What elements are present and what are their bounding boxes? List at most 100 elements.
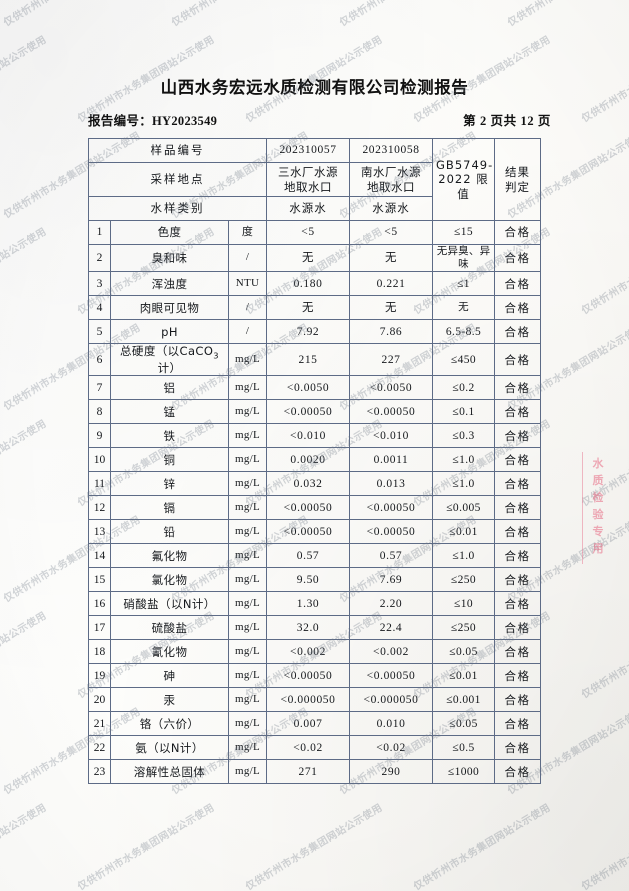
row-standard-limit: ≤0.05 <box>432 639 496 665</box>
table-row: 19 砷 mg/L <0.00050 <0.00050 ≤0.01 合格 <box>88 663 542 689</box>
row-item-name: 铜 <box>110 447 229 473</box>
row-value-sample-2: <0.00050 <box>349 519 434 545</box>
row-index: 3 <box>88 271 111 297</box>
row-item-name: 肉眼可见物 <box>110 295 229 321</box>
row-value-sample-1: <0.00050 <box>266 663 351 689</box>
row-unit: mg/L <box>227 759 268 785</box>
row-index: 5 <box>88 319 111 345</box>
row-value-sample-1: <0.0050 <box>266 375 351 401</box>
row-unit: mg/L <box>227 495 268 521</box>
row-index: 19 <box>88 663 111 689</box>
row-standard-limit: ≤450 <box>432 343 496 377</box>
row-item-name: 汞 <box>110 687 229 713</box>
row-unit: / <box>227 295 268 321</box>
row-value-sample-1: 0.57 <box>266 543 351 569</box>
row-standard-limit: ≤0.2 <box>432 375 496 401</box>
table-row: 5 pH/7.92 7.86 6.5-8.5 合格 <box>88 319 542 345</box>
table-row: 21 铬（六价） mg/L 0.007 0.010 ≤0.05 合格 <box>88 711 542 737</box>
row-item-name: 锰 <box>110 399 229 425</box>
row-value-sample-1: 32.0 <box>266 615 351 641</box>
row-index: 1 <box>88 220 111 245</box>
row-judgement: 合格 <box>494 567 542 593</box>
table-row: 23 溶解性总固体 mg/L 271 290 ≤1000 合格 <box>88 759 542 785</box>
table-row: 3 浑浊度 NTU 0.180 0.221 ≤1 合格 <box>88 271 542 297</box>
row-judgement: 合格 <box>494 591 542 617</box>
row-index: 13 <box>88 519 111 545</box>
row-unit: mg/L <box>227 543 268 569</box>
row-value-sample-1: 271 <box>266 759 351 785</box>
row-index: 2 <box>88 243 111 273</box>
row-judgement: 合格 <box>494 423 542 449</box>
row-value-sample-2: <5 <box>349 220 434 245</box>
table-row: 17 硫酸盐 mg/L 32.0 22.4 ≤250 合格 <box>88 615 542 641</box>
row-value-sample-1: <0.00050 <box>266 399 351 425</box>
row-unit: mg/L <box>227 423 268 449</box>
seal-border-line <box>582 452 583 564</box>
row-unit: mg/L <box>227 447 268 473</box>
row-unit: mg/L <box>227 375 268 401</box>
row-item-name: 硝酸盐（以N计） <box>110 591 229 617</box>
header-result-judgement: 结果 判定 <box>494 138 542 221</box>
row-index: 22 <box>88 735 111 761</box>
row-index: 14 <box>88 543 111 569</box>
row-value-sample-2: 0.221 <box>349 271 434 297</box>
row-index: 10 <box>88 447 111 473</box>
row-item-name: 铬（六价） <box>110 711 229 737</box>
header-row-sample-no: 样品编号 202310057 202310058 GB5749- 2022 限值 结果 判定 <box>87 138 542 221</box>
row-value-sample-1: 1.30 <box>266 591 351 617</box>
row-item-name: 臭和味 <box>110 243 229 273</box>
row-unit: mg/L <box>227 591 268 617</box>
row-index: 15 <box>88 567 111 593</box>
row-judgement: 合格 <box>494 639 542 665</box>
row-value-sample-2: 7.86 <box>349 319 434 345</box>
header-sample-no-1: 202310057 <box>266 138 351 163</box>
table-row: 1 色度度 <5 <5 ≤15 合格 <box>88 220 542 245</box>
row-value-sample-2: 2.20 <box>349 591 434 617</box>
row-value-sample-2: 0.010 <box>349 711 434 737</box>
row-value-sample-1: 无 <box>266 243 351 273</box>
row-index: 4 <box>88 295 111 321</box>
water-quality-table: 样品编号 202310057 202310058 GB5749- 2022 限值 结果 判定… <box>87 138 542 785</box>
row-value-sample-2: <0.02 <box>349 735 434 761</box>
row-value-sample-1: 7.92 <box>266 319 351 345</box>
row-standard-limit: ≤1.0 <box>432 543 496 569</box>
row-judgement: 合格 <box>494 663 542 689</box>
report-meta: 报告编号：HY2023549 第 2 页共 12 页 <box>88 110 551 130</box>
table-row: 11 锌 mg/L 0.032 0.013 ≤1.0 合格 <box>88 471 542 497</box>
row-index: 23 <box>88 759 111 785</box>
row-standard-limit: ≤0.005 <box>432 495 496 521</box>
row-index: 7 <box>88 375 111 401</box>
row-judgement: 合格 <box>494 471 542 497</box>
row-index: 17 <box>88 615 111 641</box>
row-item-name: 氯化物 <box>110 567 229 593</box>
table-row: 22 氨（以N计） mg/L <0.02 <0.02 ≤0.5 合格 <box>88 735 542 761</box>
row-value-sample-2: <0.0050 <box>349 375 434 401</box>
row-judgement: 合格 <box>494 543 542 569</box>
row-value-sample-2: 0.0011 <box>349 447 434 473</box>
row-judgement: 合格 <box>494 687 542 713</box>
row-standard-limit: ≤0.01 <box>432 519 496 545</box>
row-value-sample-2: 7.69 <box>349 567 434 593</box>
row-unit: mg/L <box>227 471 268 497</box>
row-item-name: 氨（以N计） <box>110 735 229 761</box>
row-value-sample-1: <0.00050 <box>266 495 351 521</box>
row-value-sample-1: <0.010 <box>266 423 351 449</box>
row-item-name: pH <box>110 319 229 345</box>
row-item-name: 氰化物 <box>110 639 229 665</box>
row-index: 18 <box>88 639 111 665</box>
header-sample-no-2: 202310058 <box>349 138 434 163</box>
header-water-type-2: 水源水 <box>349 196 434 221</box>
row-judgement: 合格 <box>494 319 542 345</box>
header-water-type-label: 水样类别 <box>87 196 268 221</box>
row-index: 21 <box>88 711 111 737</box>
row-value-sample-1: <0.002 <box>266 639 351 665</box>
table-row: 8 锰 mg/L <0.00050 <0.00050 ≤0.1 合格 <box>88 399 542 425</box>
table-row: 13 铅 mg/L <0.00050 <0.00050 ≤0.01 合格 <box>88 519 542 545</box>
row-judgement: 合格 <box>494 220 542 245</box>
row-standard-limit: ≤0.5 <box>432 735 496 761</box>
row-index: 9 <box>88 423 111 449</box>
row-value-sample-2: 22.4 <box>349 615 434 641</box>
header-standard-limit: GB5749- 2022 限值 <box>432 138 496 221</box>
row-judgement: 合格 <box>494 711 542 737</box>
